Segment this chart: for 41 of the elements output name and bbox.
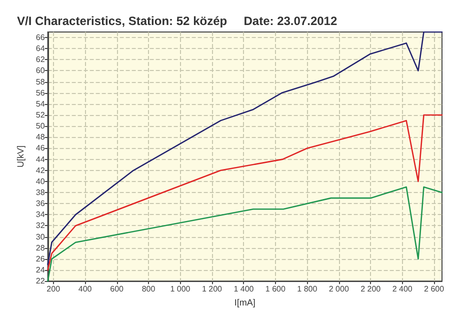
y-tick-label: 46: [36, 144, 46, 153]
y-tick-label: 28: [36, 243, 46, 252]
y-tick-label: 24: [36, 266, 46, 275]
x-tick-label: 1 400: [234, 284, 254, 294]
y-tick-label: 30: [36, 232, 46, 242]
x-tick-label: 800: [142, 284, 156, 294]
x-tick-label: 2 400: [392, 284, 413, 294]
y-tick-label: 32: [36, 221, 46, 230]
x-tick-label: 200: [46, 284, 61, 294]
y-tick-label: 62: [36, 55, 46, 64]
y-tick-label: 34: [36, 210, 46, 220]
y-tick-label: 52: [36, 110, 46, 120]
y-tick-label: 36: [36, 199, 46, 208]
chart-title: V/I Characteristics, Station: 52 közép Date: 23.07.2012: [17, 14, 338, 28]
x-tick-label: 600: [110, 284, 124, 294]
y-tick-label: 60: [36, 66, 46, 76]
x-tick-label: 1 600: [265, 284, 286, 294]
line-series: [47, 31, 443, 266]
y-tick-label: 58: [36, 77, 46, 86]
x-tick-label: 2 200: [360, 284, 382, 294]
x-tick-label: 1 000: [170, 284, 191, 294]
y-axis-title: U[kV]: [16, 146, 26, 168]
y-tick-label: 64: [36, 44, 46, 54]
x-tick-label: 400: [78, 284, 92, 294]
y-tick-label: 42: [36, 166, 46, 175]
y-tick-label: 50: [36, 122, 46, 131]
x-tick-label: 1 800: [297, 284, 318, 294]
y-tick-label: 44: [36, 154, 46, 164]
y-tick-label: 22: [36, 276, 46, 286]
y-tick-label: 54: [36, 99, 46, 108]
line-series: [47, 114, 443, 271]
x-tick-label: 2 000: [328, 284, 350, 294]
x-tick-label: 2 600: [424, 284, 445, 294]
y-tick-label: 38: [36, 188, 46, 198]
y-tick-label: 56: [36, 88, 46, 98]
y-tick-label: 26: [36, 254, 46, 264]
y-tick-label: 66: [36, 33, 46, 42]
x-tick-label: 1 200: [202, 284, 223, 294]
y-tick-label: 48: [36, 132, 46, 142]
y-tick-label: 40: [36, 176, 46, 186]
x-axis-title: I[mA]: [234, 298, 256, 308]
